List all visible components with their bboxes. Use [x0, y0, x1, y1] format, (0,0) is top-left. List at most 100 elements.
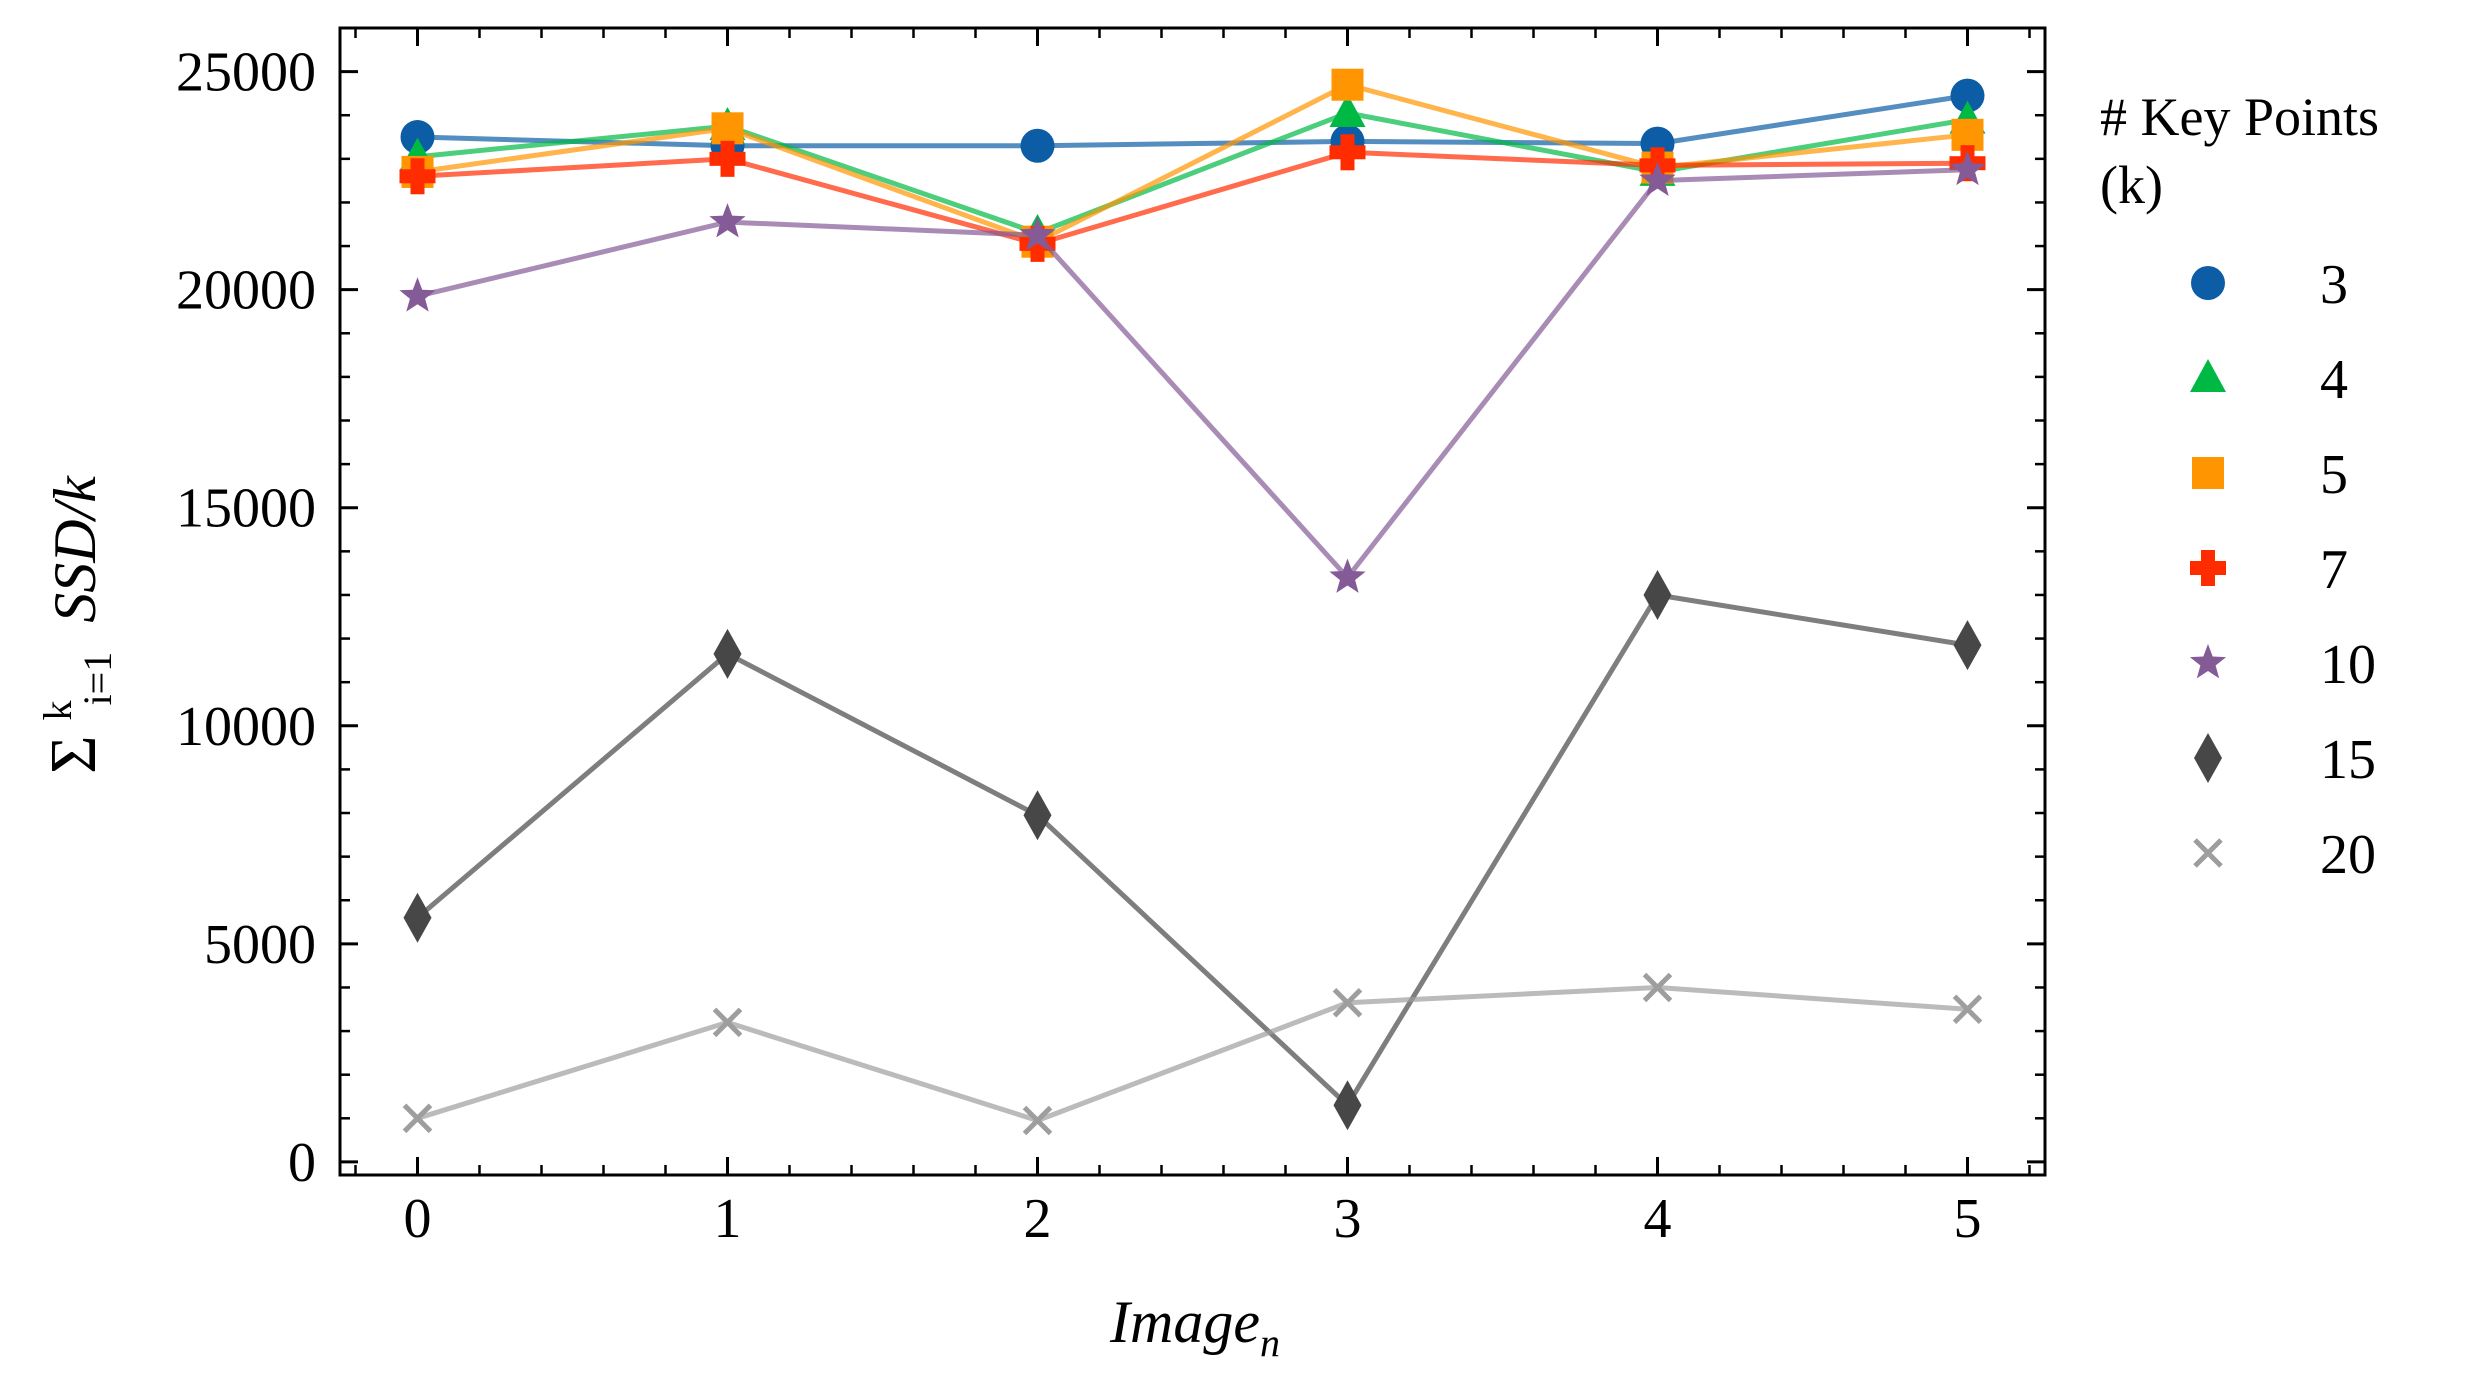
- marker-shape: [1953, 620, 1982, 671]
- legend-label-20: 20: [2320, 824, 2376, 886]
- marker-shape: [400, 120, 435, 155]
- x-tick-label: 1: [714, 1188, 742, 1250]
- data-point-5: [711, 112, 744, 145]
- marker-shape: [1950, 78, 1985, 113]
- data-point-15: [1333, 1080, 1362, 1131]
- marker-shape: [1329, 558, 1366, 593]
- legend: # Key Points (k) 3 4 5 7 10 15 20: [2100, 87, 2379, 886]
- data-point-7: [399, 158, 436, 195]
- series-line-7: [417, 149, 1968, 247]
- legend-label-4: 4: [2320, 349, 2348, 411]
- marker-shape: [2189, 644, 2227, 679]
- marker-shape: [720, 140, 735, 177]
- legend-marker-20: [2193, 838, 2223, 868]
- data-point-20: [712, 1007, 743, 1038]
- x-tick-label: 5: [1954, 1188, 1982, 1250]
- marker-shape: [711, 112, 744, 145]
- marker-shape: [403, 892, 432, 943]
- marker-shape: [1329, 94, 1366, 128]
- data-point-20: [1642, 972, 1673, 1003]
- plot-frame: [338, 26, 2047, 1177]
- legend-label-15: 15: [2320, 729, 2376, 791]
- series-line-15: [415, 592, 1968, 1108]
- x-tick-label: 0: [404, 1188, 432, 1250]
- data-point-20: [1332, 987, 1363, 1018]
- data-point-5: [1331, 68, 1364, 101]
- y-tick-label: 5000: [204, 914, 316, 976]
- series-line-5: [417, 82, 1968, 245]
- y-tick-label: 15000: [176, 478, 316, 540]
- marker-shape: [2201, 550, 2215, 586]
- marker-shape: [1023, 790, 1052, 841]
- data-point-15: [713, 628, 742, 679]
- marker-shape: [2191, 266, 2225, 300]
- marker-shape: [709, 203, 746, 238]
- data-point-15: [403, 892, 432, 943]
- data-point-7: [709, 140, 746, 177]
- marker-shape: [2193, 838, 2223, 868]
- x-tick-label: 2: [1024, 1188, 1052, 1250]
- y-tick-label: 20000: [176, 260, 316, 322]
- marker-shape: [1333, 1080, 1362, 1131]
- marker-shape: [2194, 733, 2222, 783]
- marker-shape: [1643, 569, 1672, 620]
- marker-shape: [399, 277, 436, 312]
- legend-marker-10: [2189, 644, 2227, 679]
- data-point-7: [1329, 134, 1366, 171]
- legend-marker-4: [2190, 359, 2226, 392]
- marker-shape: [2192, 457, 2224, 489]
- marker-shape: [1340, 134, 1355, 171]
- legend-marker-7: [2190, 550, 2226, 586]
- marker-shape: [712, 1007, 743, 1038]
- marker-shape: [2190, 359, 2226, 392]
- marker-shape: [402, 1103, 433, 1134]
- legend-label-3: 3: [2320, 254, 2348, 316]
- legend-title: # Key Points: [2100, 87, 2379, 147]
- legend-marker-15: [2194, 733, 2222, 783]
- data-point-15: [1023, 790, 1052, 841]
- marker-shape: [1331, 68, 1364, 101]
- legend-label-5: 5: [2320, 444, 2348, 506]
- data-point-10: [709, 203, 746, 238]
- y-tick-label: 10000: [176, 696, 316, 758]
- legend-items: 3 4 5 7 10 15 20: [2189, 254, 2376, 886]
- y-tick-label: 0: [288, 1132, 316, 1194]
- data-point-3: [1950, 78, 1985, 113]
- data-point-10: [399, 277, 436, 312]
- marker-shape: [1020, 128, 1055, 163]
- marker-shape: [1332, 987, 1363, 1018]
- marker-shape: [1949, 150, 1986, 186]
- data-point-20: [1022, 1105, 1053, 1136]
- marker-shape: [1642, 972, 1673, 1003]
- marker-shape: [410, 158, 425, 195]
- marker-shape: [1952, 994, 1983, 1025]
- axes: 0 1 2 3 4 5 0 5000 10000 15000 20000 25000: [176, 26, 2047, 1250]
- legend-marker-3: [2191, 266, 2225, 300]
- series-line-20: [416, 985, 1968, 1123]
- legend-marker-5: [2192, 457, 2224, 489]
- data-point-4: [1329, 94, 1366, 128]
- marker-shape: [713, 628, 742, 679]
- legend-label-7: 7: [2320, 539, 2348, 601]
- y-axis-label: Σ k i=1 SSD/k: [18, 475, 124, 774]
- data-point-15: [1643, 569, 1672, 620]
- plot-area: [399, 68, 1986, 1136]
- data-point-10: [1949, 150, 1986, 186]
- series-line-10: [416, 167, 1968, 580]
- data-point-10: [1639, 161, 1676, 196]
- data-point-10: [1019, 216, 1056, 251]
- marker-shape: [1019, 216, 1056, 251]
- legend-label-10: 10: [2320, 634, 2376, 696]
- data-point-15: [1953, 620, 1982, 671]
- data-point-3: [1020, 128, 1055, 163]
- data-point-3: [400, 120, 435, 155]
- x-axis-label: Imagen: [1109, 1289, 1280, 1365]
- x-tick-label: 4: [1644, 1188, 1672, 1250]
- data-point-10: [1329, 558, 1366, 593]
- data-point-20: [1952, 994, 1983, 1025]
- x-tick-label: 3: [1334, 1188, 1362, 1250]
- legend-title-unit: (k): [2100, 155, 2163, 215]
- marker-shape: [1639, 161, 1676, 196]
- marker-shape: [1022, 1105, 1053, 1136]
